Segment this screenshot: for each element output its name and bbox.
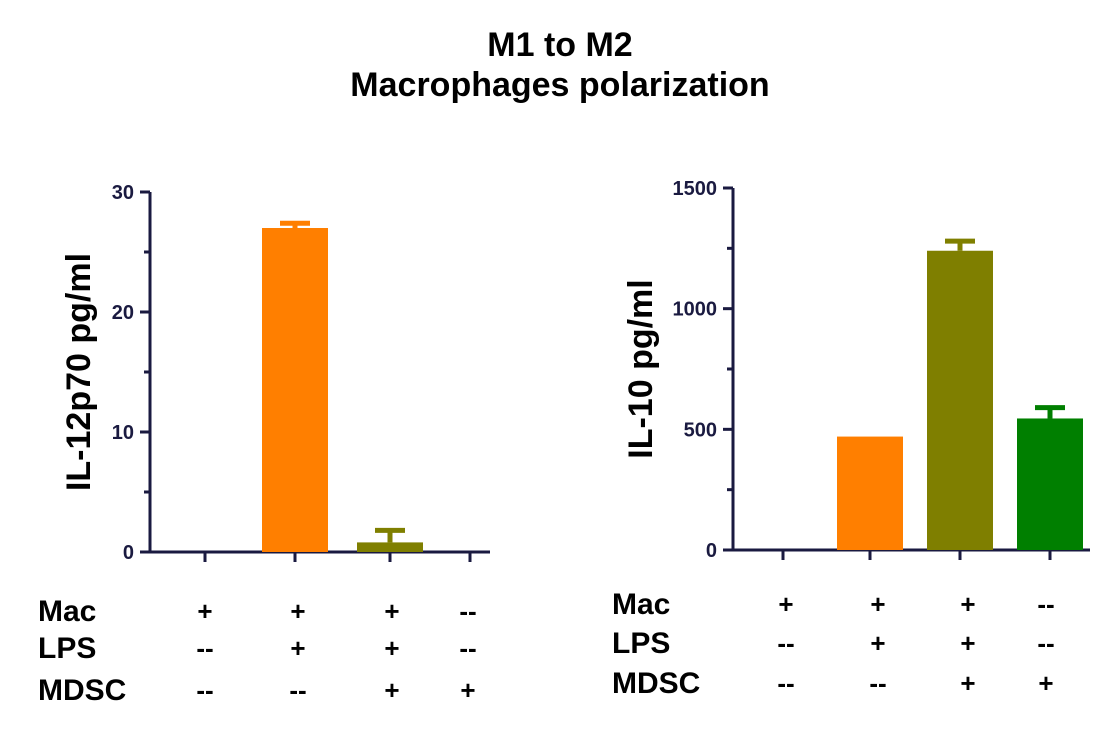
il12-bar-3 [357, 542, 423, 552]
il10-condition-value: -- [869, 668, 886, 698]
il12-y-tick-label: 30 [112, 182, 134, 204]
il10-condition-value: -- [1037, 628, 1054, 658]
il10-condition-value: -- [777, 628, 794, 658]
il12-condition-value: + [290, 596, 305, 626]
il12-y-tick-label: 20 [112, 302, 134, 324]
il12-condition-value: -- [459, 633, 476, 663]
il10-bar-3 [927, 250, 993, 550]
il10-y-axis-label: IL-10 pg/ml [622, 279, 660, 458]
il12-y-tick-label: 10 [112, 422, 134, 444]
il10-condition-value: + [1038, 668, 1053, 698]
il12-y-tick-label: 0 [123, 542, 134, 564]
il10-y-tick-label: 500 [684, 419, 717, 441]
il10-condition-value: + [870, 628, 885, 658]
chart-title-line-1: M1 to M2 [487, 26, 633, 64]
il12-condition-value: + [384, 633, 399, 663]
il12-condition-label-mdsc: MDSC [38, 674, 126, 707]
il10-condition-value: + [960, 589, 975, 619]
il10-condition-value: -- [1037, 589, 1054, 619]
il12-condition-value: + [290, 633, 305, 663]
il12-condition-value: -- [459, 596, 476, 626]
il10-condition-label-mac: Mac [612, 588, 670, 621]
il10-condition-value: + [960, 628, 975, 658]
il12-condition-value: + [197, 596, 212, 626]
il12-condition-label-lps: LPS [38, 632, 96, 665]
il10-condition-value: + [960, 668, 975, 698]
il12-condition-value: + [460, 675, 475, 705]
il10-bar-2 [837, 436, 903, 550]
il12-y-axis-label: IL-12p70 pg/ml [60, 253, 98, 491]
il12-condition-value: -- [289, 675, 306, 705]
il10-y-tick-label: 1000 [673, 299, 718, 321]
il10-condition-value: -- [777, 668, 794, 698]
il12-condition-value: -- [196, 633, 213, 663]
il12-condition-value: + [384, 596, 399, 626]
il10-condition-label-lps: LPS [612, 627, 670, 660]
il10-y-tick-label: 0 [706, 540, 717, 562]
chart-title-line-2: Macrophages polarization [350, 66, 770, 104]
il10-condition-label-mdsc: MDSC [612, 667, 700, 700]
il12-condition-value: -- [196, 675, 213, 705]
il10-condition-value: + [778, 589, 793, 619]
il10-y-tick-label: 1500 [673, 178, 718, 200]
il12-condition-label-mac: Mac [38, 595, 96, 628]
il10-bar-4 [1017, 418, 1083, 550]
il12-condition-value: + [384, 675, 399, 705]
il12-bar-2 [262, 228, 328, 552]
il10-condition-value: + [870, 589, 885, 619]
